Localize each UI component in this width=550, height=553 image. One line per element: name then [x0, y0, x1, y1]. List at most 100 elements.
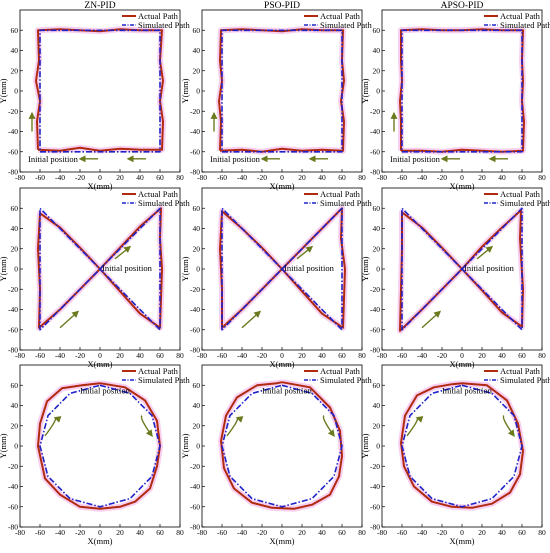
x-tick-label: -40 [417, 351, 427, 360]
legend-label-actual: Actual Path [138, 189, 179, 199]
y-tick-label: -20 [190, 462, 200, 471]
y-tick-label: 60 [373, 381, 381, 390]
y-tick-label: -40 [190, 127, 200, 136]
legend-label-simulated: Simulated Path [500, 20, 550, 30]
subplot-square-1: PSO-PID -80 -60 -40 -20 0 20 40 60 80 -80 -60 -40 -20… [180, 1, 372, 191]
x-tick-label: 60 [338, 351, 346, 360]
y-tick-label: 60 [11, 26, 19, 35]
y-tick-label: 0 [376, 265, 380, 274]
y-tick-label: -60 [370, 502, 380, 511]
x-tick-label: 40 [136, 351, 144, 360]
error-halo [398, 380, 526, 511]
x-axis-label: X(mm) [87, 359, 112, 369]
y-tick-label: -40 [8, 305, 18, 314]
direction-arrow [59, 310, 80, 329]
y-tick-label: 20 [373, 244, 381, 253]
direction-arrow [44, 416, 62, 437]
y-tick-label: -40 [8, 127, 18, 136]
legend-label-actual: Actual Path [500, 11, 541, 21]
y-tick-label: 20 [193, 421, 201, 430]
direction-arrow [421, 310, 442, 329]
x-tick-label: -60 [217, 351, 227, 360]
direction-arrow [296, 245, 314, 260]
x-tick-label: -80 [197, 173, 207, 182]
direction-arrow [502, 415, 515, 438]
x-tick-label: 20 [298, 351, 306, 360]
direction-arrow [226, 416, 244, 437]
x-tick-label: -20 [257, 351, 267, 360]
simulated-path-line [221, 29, 343, 153]
y-tick-label: -40 [190, 305, 200, 314]
actual-path-line [220, 381, 343, 510]
y-tick-label: -60 [370, 147, 380, 156]
x-tick-label: 0 [98, 528, 102, 537]
legend-label-actual: Actual Path [138, 366, 179, 376]
initial-position-label: Initial position [80, 385, 131, 395]
x-tick-label: -40 [55, 351, 65, 360]
actual-path-line [37, 382, 161, 510]
x-tick-label: 20 [116, 351, 124, 360]
x-tick-label: -20 [75, 173, 85, 182]
x-tick-label: 20 [298, 173, 306, 182]
x-tick-label: 0 [280, 351, 284, 360]
y-tick-label: 40 [373, 224, 381, 233]
x-tick-label: 20 [116, 528, 124, 537]
y-tick-label: -60 [370, 325, 380, 334]
y-tick-label: -80 [8, 523, 18, 532]
y-axis-label: Y(mm) [360, 256, 370, 281]
y-tick-label: -20 [8, 285, 18, 294]
x-tick-label: -80 [197, 351, 207, 360]
subplot-bowtie-0: -80 -60 -40 -20 0 20 40 60 80 -80 -60 -40 -20 0 20 40 60… [0, 187, 190, 369]
y-tick-label: -40 [370, 127, 380, 136]
x-tick-label: 20 [478, 528, 486, 537]
x-tick-label: 20 [298, 528, 306, 537]
subplot-circle-0: -80 -60 -40 -20 0 20 40 60 80 -80 -60 -40 -20 0 20 40 60… [0, 364, 190, 546]
x-tick-label: 40 [498, 351, 506, 360]
direction-arrow [322, 415, 335, 438]
actual-path-line [218, 28, 345, 153]
y-tick-label: 60 [11, 381, 19, 390]
x-tick-label: 40 [136, 528, 144, 537]
legend-label-simulated: Simulated Path [500, 198, 550, 208]
y-tick-label: -20 [370, 462, 380, 471]
y-tick-label: 0 [14, 265, 18, 274]
x-tick-label: -40 [55, 173, 65, 182]
x-tick-label: -80 [377, 528, 387, 537]
y-tick-label: 40 [11, 401, 19, 410]
y-tick-label: 20 [373, 421, 381, 430]
x-tick-label: 80 [538, 528, 546, 537]
y-tick-label: 60 [373, 26, 381, 35]
x-tick-label: -20 [257, 173, 267, 182]
initial-position-label: Initial position [284, 263, 335, 273]
x-axis-label: X(mm) [449, 181, 474, 191]
y-tick-label: -40 [370, 305, 380, 314]
y-tick-label: 20 [193, 244, 201, 253]
x-tick-label: 0 [280, 528, 284, 537]
subplot-circle-2: -80 -60 -40 -20 0 20 40 60 80 -80 -60 -40 -20 0 20 40 60… [360, 364, 550, 546]
subplot-square-0: ZN-PID -80 -60 -40 -20 0 20 40 60 80 -80 -60 -40 -20 0… [0, 1, 190, 191]
y-tick-label: 60 [193, 381, 201, 390]
x-tick-label: 80 [538, 173, 546, 182]
x-tick-label: -60 [35, 351, 45, 360]
initial-position-label: Initial position [262, 385, 313, 395]
x-tick-label: -60 [397, 351, 407, 360]
y-tick-label: -60 [8, 502, 18, 511]
x-tick-label: 40 [498, 528, 506, 537]
y-tick-label: -20 [190, 107, 200, 116]
legend-label-actual: Actual Path [320, 189, 361, 199]
y-tick-label: 0 [14, 87, 18, 96]
x-tick-label: 60 [156, 528, 164, 537]
initial-position-label: Initial position [464, 263, 515, 273]
simulated-path-line [39, 384, 161, 508]
x-tick-label: -40 [237, 351, 247, 360]
x-tick-label: 40 [318, 351, 326, 360]
x-tick-label: -40 [237, 173, 247, 182]
y-axis-label: Y(mm) [180, 256, 190, 281]
simulated-path-line [221, 207, 343, 331]
y-tick-label: 40 [193, 401, 201, 410]
